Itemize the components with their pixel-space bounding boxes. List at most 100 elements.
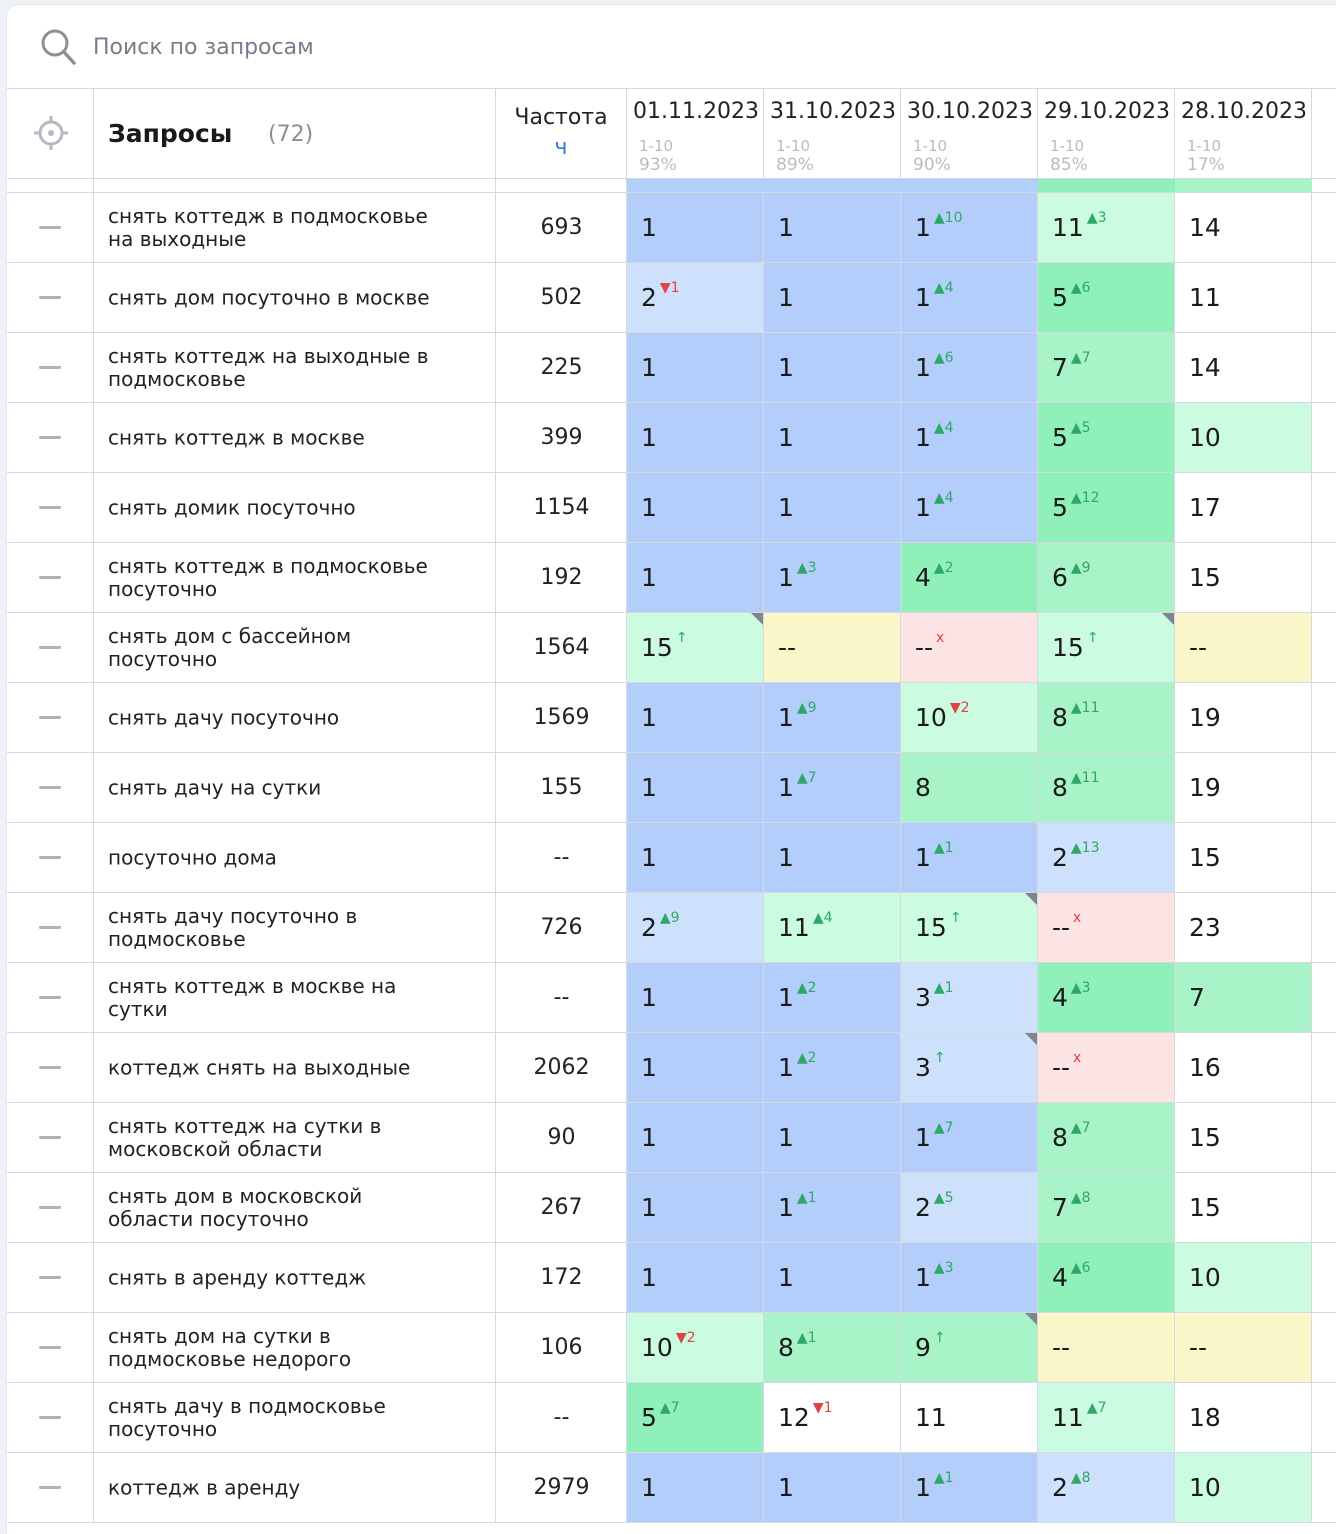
position-cell[interactable]: -- x <box>901 613 1038 682</box>
row-select-cell[interactable] <box>7 333 94 402</box>
row-select-cell[interactable] <box>7 753 94 822</box>
minus-icon[interactable] <box>39 296 61 299</box>
position-cell[interactable]: 4 ▲2 <box>901 543 1038 612</box>
minus-icon[interactable] <box>39 1066 61 1069</box>
date-column-header[interactable]: 29.10.2023 1-10 85% <box>1038 89 1175 179</box>
minus-icon[interactable] <box>39 436 61 439</box>
position-cell[interactable]: 1 <box>627 333 764 402</box>
row-select-cell[interactable] <box>7 263 94 332</box>
table-row[interactable]: снять коттедж в москве на сутки -- 1 1 ▲2 3 ▲1… <box>7 963 1336 1033</box>
minus-icon[interactable] <box>39 576 61 579</box>
position-cell[interactable]: 1 <box>764 1453 901 1522</box>
position-cell[interactable]: -- <box>764 613 901 682</box>
row-select-cell[interactable] <box>7 1243 94 1312</box>
position-cell[interactable]: 19 <box>1175 683 1312 752</box>
minus-icon[interactable] <box>39 926 61 929</box>
position-cell[interactable]: 7 ▲7 <box>1038 333 1175 402</box>
minus-icon[interactable] <box>39 716 61 719</box>
position-cell[interactable]: 16 <box>1175 1033 1312 1102</box>
row-select-cell[interactable] <box>7 1033 94 1102</box>
table-row[interactable]: снять коттедж на выходные в подмосковье 2… <box>7 333 1336 403</box>
row-select-cell[interactable] <box>7 473 94 542</box>
position-cell[interactable]: 2 ▲8 <box>1038 1453 1175 1522</box>
position-cell[interactable]: 4 ▲6 <box>1038 1243 1175 1312</box>
row-select-cell[interactable] <box>7 1313 94 1382</box>
position-cell[interactable]: 10 ▼2 <box>627 1313 764 1382</box>
minus-icon[interactable] <box>39 1416 61 1419</box>
position-cell[interactable]: 7 <box>1175 963 1312 1032</box>
table-row[interactable]: снять домик посуточно 1154 1 1 1 ▲4 5 ▲12 17 <box>7 473 1336 543</box>
row-select-cell[interactable] <box>7 1173 94 1242</box>
position-cell[interactable]: 1 ▲4 <box>901 263 1038 332</box>
table-row[interactable]: снять коттедж в подмосковье на выходные 6… <box>7 193 1336 263</box>
position-cell[interactable]: 1 ▲1 <box>901 823 1038 892</box>
minus-icon[interactable] <box>39 1486 61 1489</box>
position-cell[interactable]: 10 <box>1175 403 1312 472</box>
position-cell[interactable]: 4 ▲3 <box>1038 963 1175 1032</box>
position-cell[interactable]: 1 ▲6 <box>901 333 1038 402</box>
position-cell[interactable]: 1 <box>764 1243 901 1312</box>
position-cell[interactable]: 1 ▲2 <box>764 1033 901 1102</box>
position-cell[interactable]: 1 <box>627 963 764 1032</box>
search-icon[interactable] <box>39 27 77 67</box>
minus-icon[interactable] <box>39 1136 61 1139</box>
position-cell[interactable]: 8 ▲1 <box>764 1313 901 1382</box>
position-cell[interactable]: 8 ▲7 <box>1038 1103 1175 1172</box>
position-cell[interactable]: 1 <box>764 333 901 402</box>
minus-icon[interactable] <box>39 366 61 369</box>
minus-icon[interactable] <box>39 856 61 859</box>
table-row[interactable]: снять дачу в подмосковье посуточно -- 5 ▲7 1… <box>7 1383 1336 1453</box>
date-column-header[interactable]: 30.10.2023 1-10 90% <box>901 89 1038 179</box>
date-column-header[interactable]: 28.10.2023 1-10 17% <box>1175 89 1312 179</box>
position-cell[interactable]: 1 <box>764 193 901 262</box>
position-cell[interactable]: 2 ▲9 <box>627 893 764 962</box>
position-cell[interactable]: 11 ▲4 <box>764 893 901 962</box>
position-cell[interactable]: 1 <box>627 1033 764 1102</box>
row-select-cell[interactable] <box>7 893 94 962</box>
minus-icon[interactable] <box>39 1276 61 1279</box>
position-cell[interactable]: 1 <box>627 683 764 752</box>
position-cell[interactable]: 1 ▲4 <box>901 403 1038 472</box>
row-select-cell[interactable] <box>7 543 94 612</box>
position-cell[interactable]: 8 ▲11 <box>1038 683 1175 752</box>
position-cell[interactable]: 1 <box>764 403 901 472</box>
position-cell[interactable]: 1 <box>627 403 764 472</box>
position-cell[interactable]: 11 <box>1175 263 1312 332</box>
position-cell[interactable]: 14 <box>1175 193 1312 262</box>
position-cell[interactable]: 15 ↑ <box>901 893 1038 962</box>
row-select-cell[interactable] <box>7 403 94 472</box>
position-cell[interactable]: 23 <box>1175 893 1312 962</box>
position-cell[interactable]: 9 ↑ <box>901 1313 1038 1382</box>
row-select-cell[interactable] <box>7 1103 94 1172</box>
position-cell[interactable]: 17 <box>1175 473 1312 542</box>
position-cell[interactable]: 15 ↑ <box>1038 613 1175 682</box>
position-cell[interactable]: 8 ▲11 <box>1038 753 1175 822</box>
position-cell[interactable]: 8 <box>901 753 1038 822</box>
position-cell[interactable]: 1 ▲2 <box>764 963 901 1032</box>
minus-icon[interactable] <box>39 786 61 789</box>
position-cell[interactable]: 3 ▲1 <box>901 963 1038 1032</box>
position-cell[interactable]: 1 <box>764 263 901 332</box>
position-cell[interactable]: -- <box>1175 1313 1312 1382</box>
position-cell[interactable]: -- <box>1175 613 1312 682</box>
position-cell[interactable]: 3 ↑ <box>901 1033 1038 1102</box>
position-cell[interactable]: -- <box>1038 1313 1175 1382</box>
minus-icon[interactable] <box>39 646 61 649</box>
position-cell[interactable]: 1 <box>627 823 764 892</box>
table-row[interactable]: снять коттедж в москве 399 1 1 1 ▲4 5 ▲5 10 <box>7 403 1336 473</box>
position-cell[interactable]: 1 ▲7 <box>764 753 901 822</box>
position-cell[interactable]: 1 <box>627 1453 764 1522</box>
position-cell[interactable]: 19 <box>1175 753 1312 822</box>
position-cell[interactable]: 11 ▲7 <box>1038 1383 1175 1452</box>
position-cell[interactable]: 15 <box>1175 543 1312 612</box>
position-cell[interactable]: 1 <box>764 1103 901 1172</box>
position-cell[interactable]: 2 ▲13 <box>1038 823 1175 892</box>
position-cell[interactable]: 7 ▲8 <box>1038 1173 1175 1242</box>
table-row[interactable]: снять дачу на сутки 155 1 1 ▲7 8 8 ▲11 19 <box>7 753 1336 823</box>
table-row[interactable]: снять дом посуточно в москве 502 2 ▼1 1 1 ▲4 5 ▲… <box>7 263 1336 333</box>
position-cell[interactable]: 1 <box>764 473 901 542</box>
row-select-cell[interactable] <box>7 1383 94 1452</box>
position-cell[interactable]: 14 <box>1175 333 1312 402</box>
position-cell[interactable]: 1 ▲9 <box>764 683 901 752</box>
position-cell[interactable]: 1 <box>764 823 901 892</box>
